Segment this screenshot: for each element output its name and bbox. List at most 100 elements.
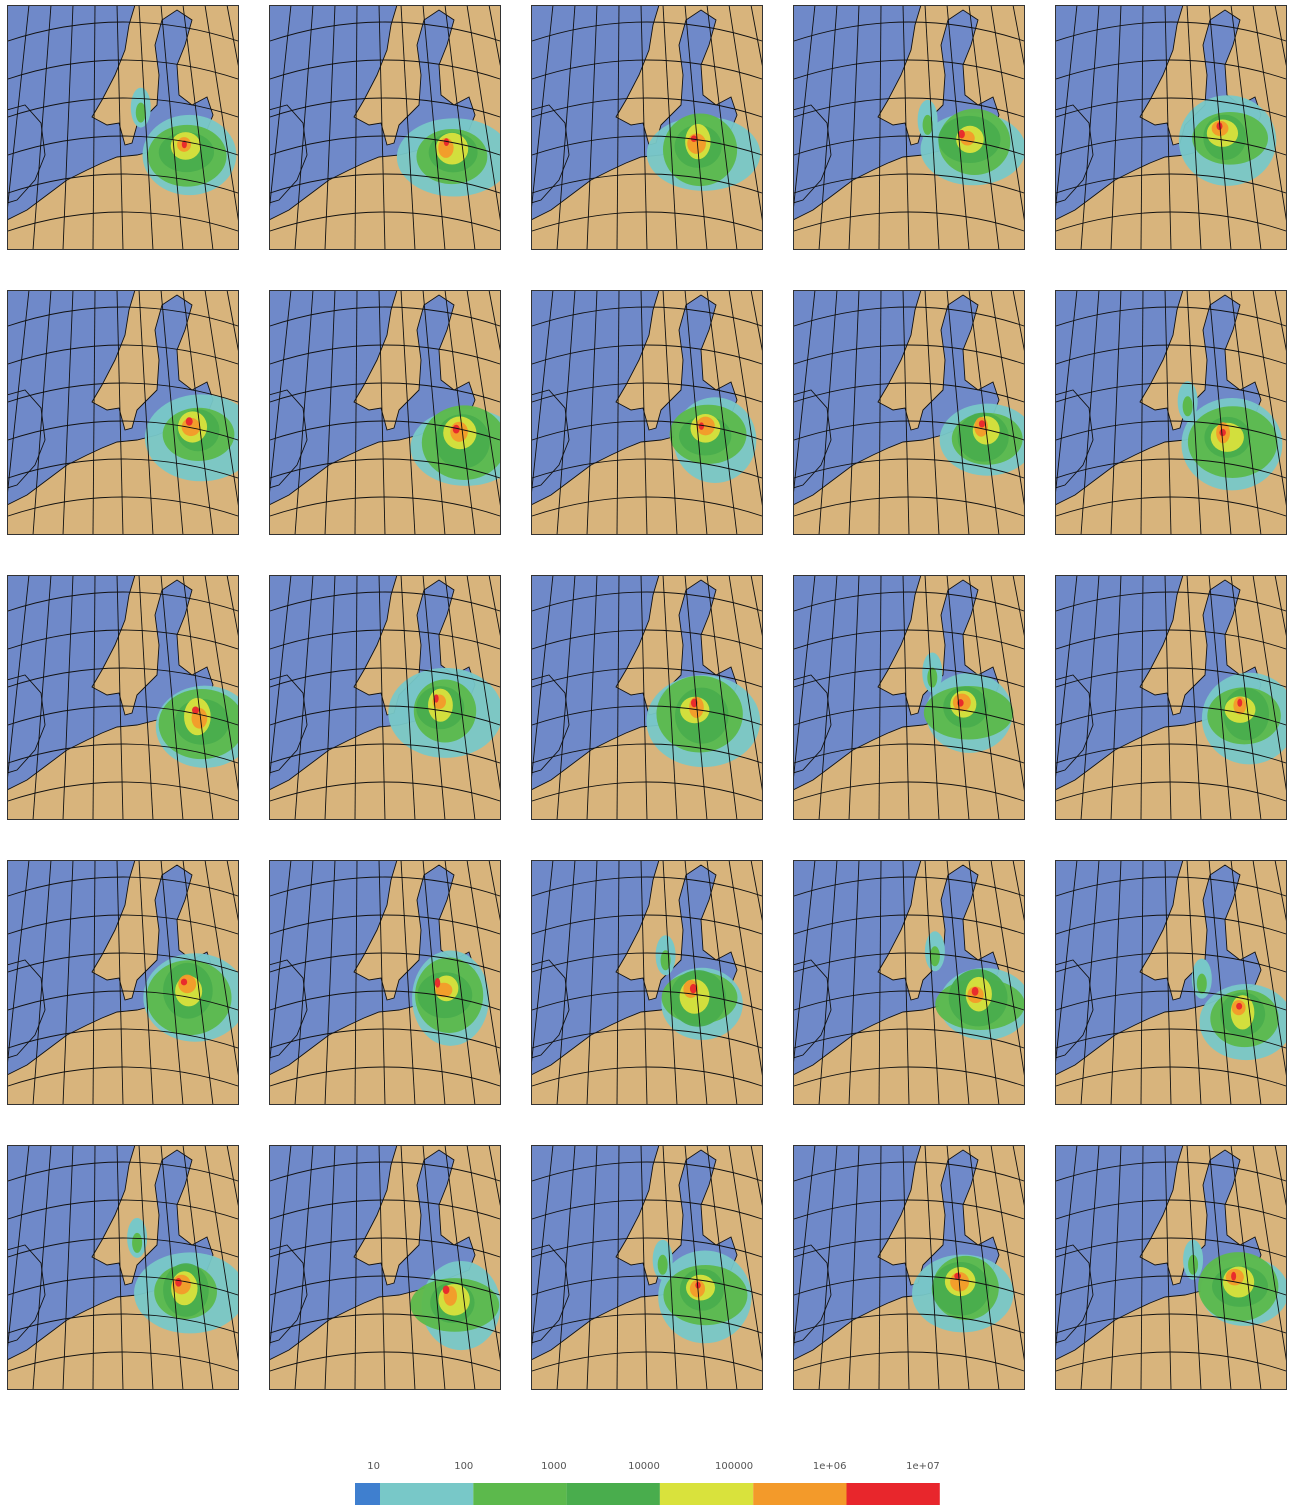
- meridian: [990, 290, 1025, 513]
- meridian: [226, 1145, 239, 1212]
- meridian: [488, 575, 501, 642]
- meridian: [586, 5, 598, 250]
- meridian: [616, 1145, 620, 1390]
- meridian: [684, 575, 708, 820]
- meridian: [444, 575, 476, 820]
- meridian: [466, 575, 501, 798]
- parallel: [269, 382, 501, 403]
- meridian: [878, 5, 882, 250]
- colorbar: 10 100 1000 10000 100000 1e+06 1e+07: [355, 1461, 940, 1505]
- meridian: [354, 575, 358, 820]
- meridian: [924, 1145, 940, 1390]
- frame: [7, 290, 239, 535]
- meridian: [1140, 575, 1144, 820]
- parallel: [1055, 173, 1287, 194]
- parallel: [269, 705, 501, 726]
- parallel: [1055, 667, 1287, 688]
- parallel: [793, 781, 1025, 802]
- parallel: [531, 1066, 763, 1087]
- parallel: [7, 876, 239, 897]
- meridian: [378, 860, 386, 1105]
- parallel: [793, 382, 1025, 403]
- parallel: [269, 496, 501, 517]
- meridian: [1252, 290, 1287, 513]
- map-panel: [7, 1145, 239, 1390]
- parallel: [531, 591, 763, 612]
- meridian: [848, 5, 860, 250]
- meridian: [32, 5, 52, 250]
- parallel: [1055, 1313, 1287, 1334]
- meridian: [1012, 575, 1025, 642]
- plume: [927, 667, 938, 688]
- meridian: [902, 860, 910, 1105]
- colorbar-label: 100: [454, 1461, 473, 1472]
- meridian: [946, 1145, 970, 1390]
- meridian: [354, 1145, 358, 1390]
- parallel: [7, 173, 239, 194]
- map-panel: [1055, 290, 1287, 535]
- parallel: [531, 667, 763, 688]
- meridian: [1012, 1145, 1025, 1212]
- meridian: [706, 1145, 738, 1390]
- parallel: [269, 135, 501, 156]
- meridian: [294, 575, 314, 820]
- plume: [954, 1272, 961, 1280]
- meridian: [160, 860, 184, 1105]
- meridian: [400, 5, 416, 250]
- parallel: [7, 1066, 239, 1087]
- map-panel: [793, 860, 1025, 1105]
- plume: [1236, 1002, 1243, 1010]
- parallel: [7, 458, 239, 479]
- parallel: [7, 743, 239, 764]
- parallel: [7, 59, 239, 80]
- parallel: [269, 1237, 501, 1258]
- meridian: [226, 5, 239, 72]
- frame: [7, 860, 239, 1105]
- meridian: [640, 1145, 648, 1390]
- map-panel: [1055, 1145, 1287, 1390]
- meridian: [902, 1145, 910, 1390]
- parallel: [269, 97, 501, 118]
- plume: [1231, 1271, 1237, 1281]
- meridian: [662, 860, 678, 1105]
- meridian: [422, 5, 446, 250]
- map-panel: [1055, 5, 1287, 250]
- meridian: [750, 5, 763, 72]
- colorbar-segment: [380, 1483, 474, 1505]
- parallel: [269, 667, 501, 688]
- meridian: [324, 290, 336, 535]
- meridian: [946, 860, 970, 1105]
- parallel: [531, 97, 763, 118]
- meridian: [640, 860, 648, 1105]
- meridian: [116, 575, 124, 820]
- colorbar-label: 10000: [628, 1461, 660, 1472]
- meridian: [1012, 860, 1025, 927]
- meridian: [662, 5, 678, 250]
- meridian: [924, 5, 940, 250]
- meridian: [848, 575, 860, 820]
- meridian: [1274, 1145, 1287, 1212]
- parallel: [7, 97, 239, 118]
- meridian: [378, 5, 386, 250]
- colorbar-label: 100000: [715, 1461, 753, 1472]
- plume: [690, 135, 697, 142]
- meridian: [1164, 5, 1172, 250]
- parallel: [1055, 97, 1287, 118]
- meridian: [946, 290, 970, 535]
- meridian: [878, 575, 882, 820]
- meridian: [182, 5, 214, 250]
- parallel: [1055, 1161, 1287, 1182]
- meridian: [1140, 5, 1144, 250]
- parallel: [7, 1351, 239, 1372]
- meridian: [848, 1145, 860, 1390]
- parallel: [531, 420, 763, 441]
- meridian: [1230, 1145, 1262, 1390]
- parallel: [793, 97, 1025, 118]
- meridian: [160, 575, 184, 820]
- parallel: [269, 344, 501, 365]
- meridian: [1208, 575, 1232, 820]
- meridian: [616, 860, 620, 1105]
- parallel: [1055, 952, 1287, 973]
- meridian: [92, 5, 96, 250]
- frame: [793, 860, 1025, 1105]
